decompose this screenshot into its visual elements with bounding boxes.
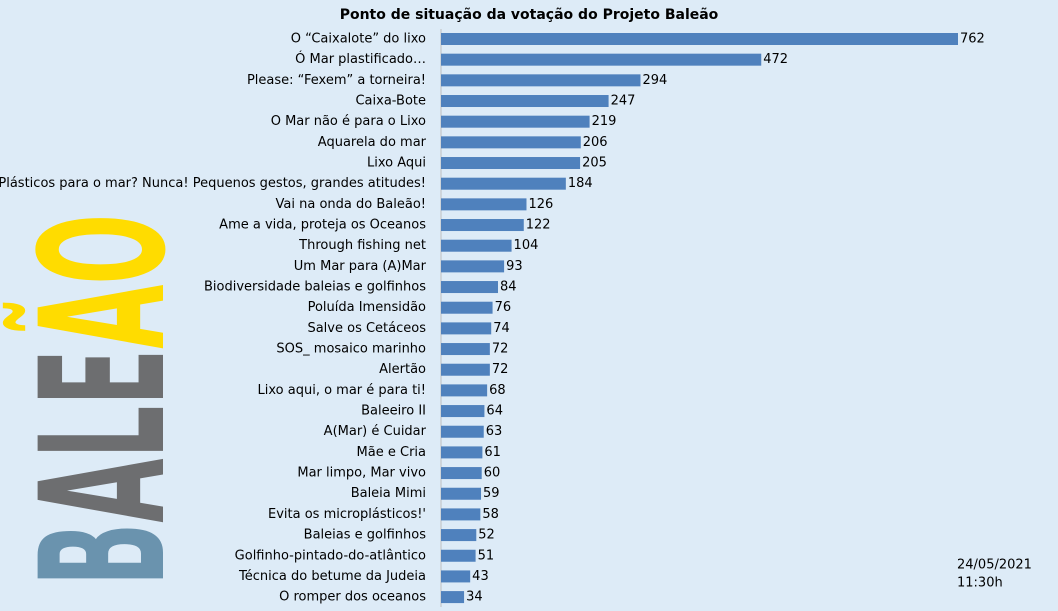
value-label: 61 (484, 445, 501, 460)
category-label: O romper dos oceanos (279, 590, 426, 605)
category-label: Poluída Imensidão (308, 300, 426, 315)
value-label: 63 (486, 424, 503, 439)
bar (441, 529, 477, 542)
bar (441, 157, 581, 170)
bar (441, 549, 476, 562)
category-label: SOS_ mosaico marinho (276, 342, 426, 357)
bar (441, 301, 493, 314)
bar (441, 591, 465, 604)
category-label: Lixo aqui, o mar é para ti! (258, 383, 426, 398)
category-label: Aquarela do mar (318, 135, 427, 150)
value-label: 762 (960, 32, 985, 47)
value-label: 58 (482, 507, 499, 522)
value-label: 72 (492, 342, 509, 357)
category-label: Ame a vida, proteja os Oceanos (219, 218, 426, 233)
value-label: 43 (472, 569, 489, 584)
value-label: 294 (642, 73, 667, 88)
value-label: 472 (763, 52, 788, 67)
category-label: O “Caixalote” do lixo (291, 32, 426, 47)
category-label: Salve os Cetáceos (307, 321, 426, 336)
bar (441, 467, 482, 480)
value-label: 126 (528, 197, 553, 212)
value-label: 64 (486, 404, 503, 419)
category-label: Please: “Fexem” a torneira! (247, 73, 426, 88)
annotation: 11:30h (957, 576, 1003, 591)
bar (441, 343, 490, 356)
bar (441, 446, 483, 459)
value-label: 184 (568, 176, 593, 191)
category-label: Baleia Mimi (351, 486, 426, 501)
bar (441, 260, 505, 273)
bar (441, 53, 762, 66)
bar (441, 115, 590, 128)
value-label: 205 (582, 156, 607, 171)
bar (441, 198, 527, 211)
value-label: 72 (492, 362, 509, 377)
value-label: 74 (493, 321, 510, 336)
category-label: Caixa-Bote (355, 94, 426, 109)
category-label: Técnica do betume da Judeia (238, 569, 426, 584)
bar (441, 95, 609, 108)
bar (441, 405, 485, 418)
bar (441, 74, 641, 87)
value-label: 84 (500, 280, 517, 295)
bar (441, 425, 484, 438)
bar (441, 281, 498, 294)
category-label: Baleeiro II (361, 404, 426, 419)
value-label: 51 (478, 548, 495, 563)
value-label: 59 (483, 486, 500, 501)
bar (441, 177, 566, 190)
category-label: Golfinho-pintado-do-atlântico (235, 548, 426, 563)
category-label: Biodiversidade baleias e golfinhos (204, 280, 426, 295)
bar (441, 33, 958, 45)
chart-title: Ponto de situação da votação do Projeto … (340, 7, 719, 23)
category-label: Vai na onda do Baleão! (276, 197, 426, 212)
value-label: 219 (592, 114, 617, 129)
bar (441, 508, 481, 521)
value-label: 93 (506, 259, 523, 274)
value-label: 52 (478, 528, 495, 543)
category-label: Mar limpo, Mar vivo (297, 466, 426, 481)
bar (441, 487, 482, 500)
bar (441, 136, 581, 149)
category-label: Ó Mar plastificado… (295, 51, 426, 67)
value-label: 104 (514, 238, 539, 253)
bar (441, 239, 512, 252)
bar (441, 322, 492, 335)
category-label: Baleias e golfinhos (304, 528, 427, 543)
logo-part: ÃO (3, 214, 204, 349)
category-label: Through fishing net (298, 238, 426, 253)
value-label: 206 (583, 135, 608, 150)
value-label: 247 (611, 94, 636, 109)
category-label: O Mar não é para o Lixo (271, 114, 426, 129)
category-label: Mãe e Cria (357, 445, 426, 460)
value-label: 68 (489, 383, 506, 398)
bar (441, 363, 490, 376)
category-label: Plásticos para o mar? Nunca! Pequenos ge… (0, 176, 426, 191)
value-label: 76 (495, 300, 512, 315)
bar (441, 570, 471, 583)
annotation: 24/05/2021 (957, 558, 1032, 573)
value-label: 122 (526, 218, 551, 233)
category-label: Alertão (379, 362, 426, 377)
category-label: Evita os microplásticos!' (268, 507, 426, 522)
logo-part: B (3, 523, 204, 586)
logo-part: ALE (3, 349, 204, 523)
bar (441, 219, 524, 232)
value-label: 60 (484, 466, 501, 481)
category-label: Um Mar para (A)Mar (294, 259, 427, 274)
value-label: 34 (466, 590, 483, 605)
logo: BALEÃO (3, 214, 204, 586)
bar (441, 384, 488, 397)
category-label: Lixo Aqui (367, 156, 426, 171)
category-label: A(Mar) é Cuidar (324, 424, 427, 439)
